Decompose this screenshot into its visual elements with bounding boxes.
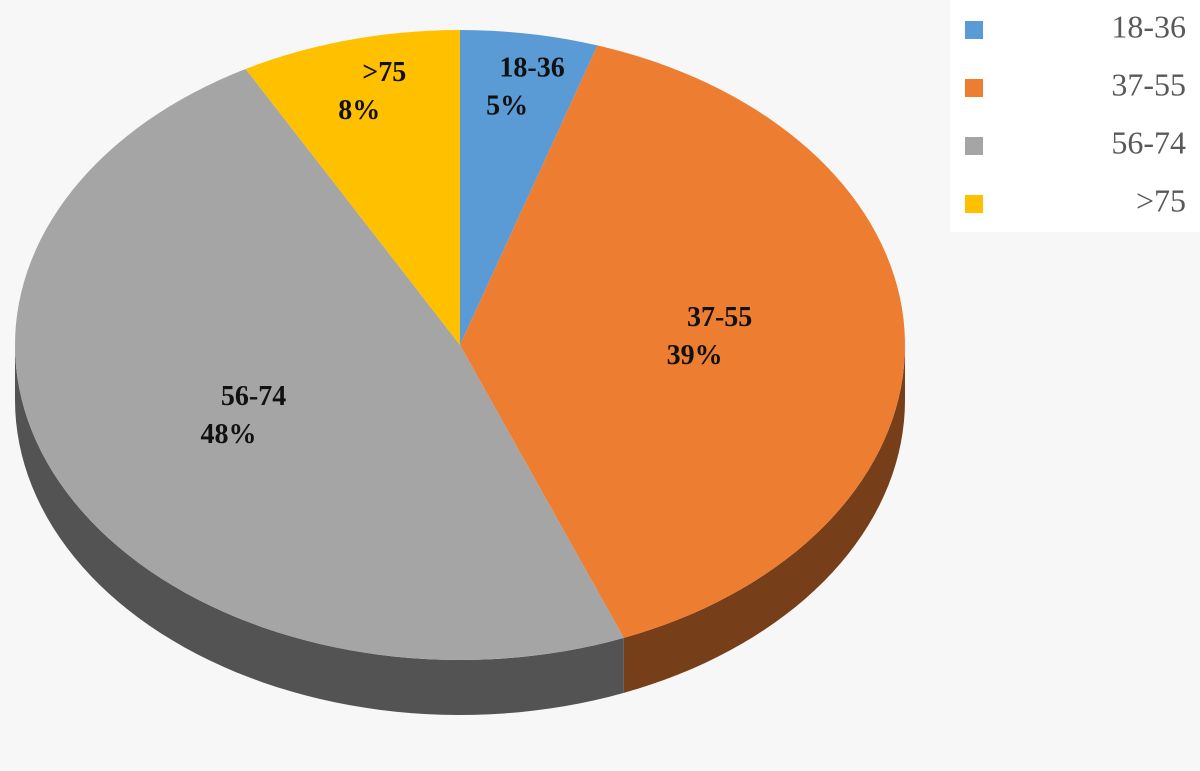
legend-label: 18-36 [1111, 8, 1186, 44]
data-label: 5% [486, 90, 528, 121]
legend-label: >75 [1136, 182, 1186, 218]
legend-swatch [965, 21, 983, 39]
data-label: 48% [201, 419, 257, 450]
data-label: 39% [667, 340, 723, 371]
slice [460, 30, 598, 345]
legend-swatch [965, 195, 983, 213]
data-label-category: >75 [362, 57, 406, 88]
data-label-category: 18-36 [499, 52, 564, 83]
slice [15, 68, 624, 660]
legend-box [950, 0, 1200, 232]
data-label-category: 56-74 [221, 381, 286, 412]
slice-side [15, 345, 624, 715]
data-label-category: 37-55 [687, 302, 752, 333]
legend-swatch [965, 137, 983, 155]
legend-label: 37-55 [1111, 66, 1186, 102]
legend-label: 56-74 [1111, 124, 1186, 160]
slice [460, 45, 905, 638]
slice [245, 30, 460, 345]
data-label: 8% [338, 95, 380, 126]
slice-side [623, 345, 905, 693]
legend-swatch [965, 79, 983, 97]
